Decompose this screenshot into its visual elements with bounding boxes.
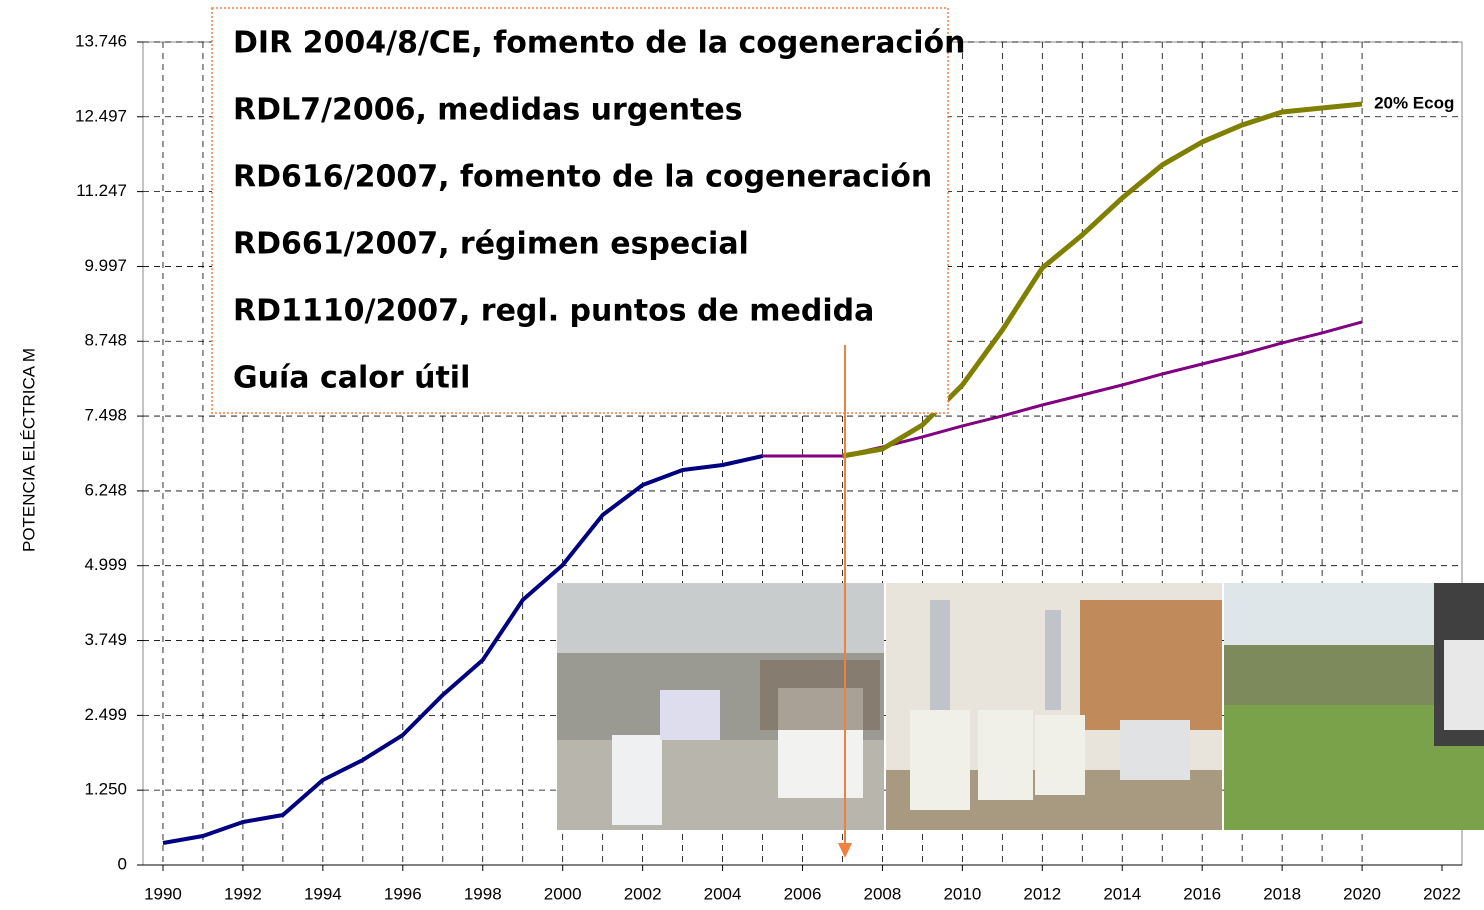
x-tick-label: 1994 [304, 884, 342, 903]
x-tick-label: 2000 [544, 884, 582, 903]
x-tick-label: 2010 [943, 884, 981, 903]
y-tick-label: 0 [118, 854, 127, 873]
x-tick-label: 2006 [784, 884, 822, 903]
x-tick-label: 2012 [1023, 884, 1061, 903]
x-tick-label: 2002 [624, 884, 662, 903]
photo [557, 583, 884, 830]
x-tick-label: 2018 [1263, 884, 1301, 903]
series-line [162, 454, 763, 845]
x-tick-label: 1990 [144, 884, 182, 903]
series-label: 20% Ecog [1374, 93, 1454, 112]
x-tick-label: 2008 [864, 884, 902, 903]
arrow [838, 345, 852, 858]
annotation: RD1110/2007, regl. puntos de medida [233, 294, 874, 329]
annotation-frame [211, 7, 949, 414]
series-line [842, 101, 1363, 459]
annotation: Guía calor útil [233, 361, 470, 396]
y-tick-label: 3.749 [84, 630, 127, 649]
y-tick-label: 1.250 [84, 780, 127, 799]
y-axis-label: POTENCIA ELÉCTRICA M [19, 348, 38, 552]
x-tick-label: 1992 [224, 884, 262, 903]
annotation: RDL7/2006, medidas urgentes [233, 93, 743, 128]
y-tick-label: 8.748 [84, 331, 127, 350]
y-tick-label: 6.248 [84, 480, 127, 499]
x-tick-label: 1996 [384, 884, 422, 903]
y-tick-label: 13.746 [75, 31, 127, 50]
annotation-box: DIR 2004/8/CE, fomento de la cogeneració… [211, 7, 966, 414]
y-tick-label: 2.499 [84, 705, 127, 724]
y-tick-label: 11.247 [76, 181, 127, 200]
y-tick-label: 12.497 [75, 106, 127, 125]
x-tick-label: 2020 [1343, 884, 1381, 903]
x-tick-label: 1998 [464, 884, 502, 903]
x-tick-label: 2016 [1183, 884, 1221, 903]
y-tick-label: 4.999 [84, 555, 127, 574]
x-tick-label: 2022 [1423, 884, 1461, 903]
annotation: RD661/2007, régimen especial [233, 227, 749, 262]
lines: 20% Ecog [162, 93, 1454, 845]
photos [557, 583, 1484, 830]
x-tick-label: 2004 [704, 884, 742, 903]
photo [1224, 583, 1484, 830]
y-tick-label: 7.498 [84, 406, 127, 425]
annotation: RD616/2007, fomento de la cogeneración [233, 160, 932, 195]
y-tick-label: 9.997 [84, 256, 127, 275]
x-tick-label: 2014 [1103, 884, 1141, 903]
photo [886, 583, 1222, 830]
annotation: DIR 2004/8/CE, fomento de la cogeneració… [233, 26, 966, 61]
